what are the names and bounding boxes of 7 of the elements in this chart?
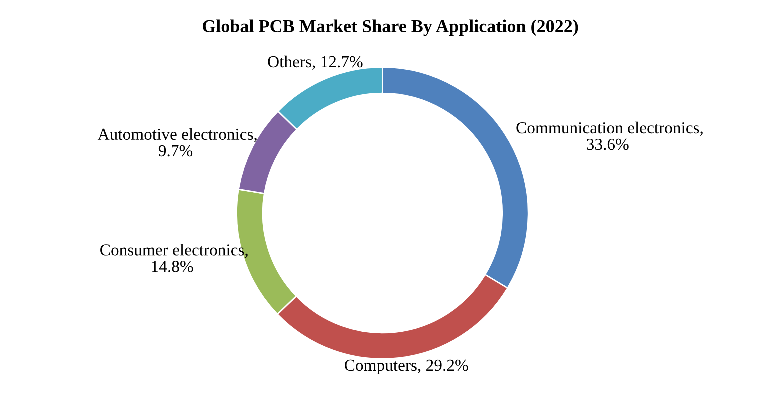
slice-label: Communication electronics bbox=[516, 122, 700, 134]
slice-label: Others bbox=[268, 56, 312, 68]
slice-label: Automotive electronics bbox=[98, 128, 254, 140]
data-label: , 12.7% bbox=[312, 56, 363, 70]
chart-title: Global PCB Market Share By Application (2022) bbox=[202, 20, 578, 36]
data-label: , 29.2% bbox=[418, 360, 468, 374]
slice-label: Computers bbox=[345, 360, 417, 374]
